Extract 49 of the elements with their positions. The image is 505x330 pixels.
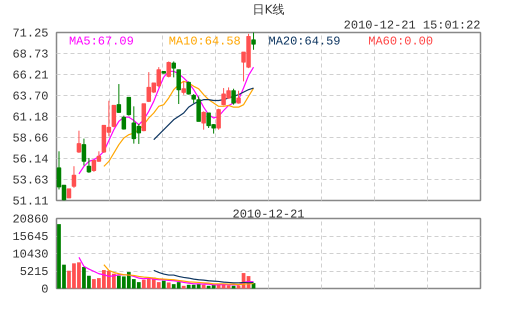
candlestick: [76, 130, 82, 154]
candlestick: [82, 138, 86, 166]
candlestick: [216, 108, 221, 130]
candlestick: [66, 188, 72, 198]
y-tick-label: 53.63: [12, 173, 49, 188]
y-tick-label: 10430: [12, 248, 49, 262]
candlestick: [201, 110, 206, 130]
y-tick-label: 58.66: [12, 132, 49, 146]
y-tick-label: 5215: [20, 265, 49, 279]
y-tick-label: 61.18: [12, 110, 49, 124]
text: MA20:64.59: [268, 34, 341, 48]
candlestick: [171, 60, 176, 78]
candlestick: [236, 90, 241, 104]
y-tick-label: 56.14: [12, 152, 49, 167]
y-tick-label: 68.73: [12, 48, 49, 62]
line-series: [103, 264, 254, 286]
text: MA10:64.58: [168, 34, 241, 48]
y-tick-label: 63.70: [12, 89, 49, 104]
chart-title: 2010-12-21: [232, 208, 305, 222]
candlestick: [176, 69, 181, 104]
bar: [232, 286, 236, 288]
candlestick: [72, 166, 76, 188]
y-tick-label: 20860: [12, 212, 49, 226]
bar: [162, 280, 166, 288]
candlestick: [126, 96, 132, 116]
chart-title: 日K线: [252, 2, 284, 16]
y-tick-label: 0: [41, 282, 48, 296]
y-tick-label: 71.25: [12, 26, 49, 40]
bar: [166, 282, 171, 288]
line-series: [78, 66, 254, 174]
candlestick: [186, 80, 191, 96]
line-series: [78, 256, 254, 286]
candlestick: [181, 80, 186, 96]
text: MA5:67.09: [68, 34, 134, 48]
y-tick-label: 15645: [12, 230, 49, 244]
y-tick-label: 66.21: [12, 68, 49, 83]
y-tick-label: 51.11: [12, 194, 49, 208]
candlestick: [166, 60, 171, 78]
legend-label: MA60:0.00: [368, 34, 434, 48]
candlestick: [251, 32, 256, 50]
line-series: [153, 270, 254, 284]
line-series: [153, 87, 254, 140]
candlestick: [86, 157, 92, 174]
bar: [252, 283, 256, 288]
candlestick: [116, 84, 122, 114]
annotation: 2010-12-21 15:01:22: [344, 18, 481, 32]
candlestick: [231, 88, 236, 106]
candlestick: [112, 104, 116, 128]
candlestick: [122, 115, 126, 130]
